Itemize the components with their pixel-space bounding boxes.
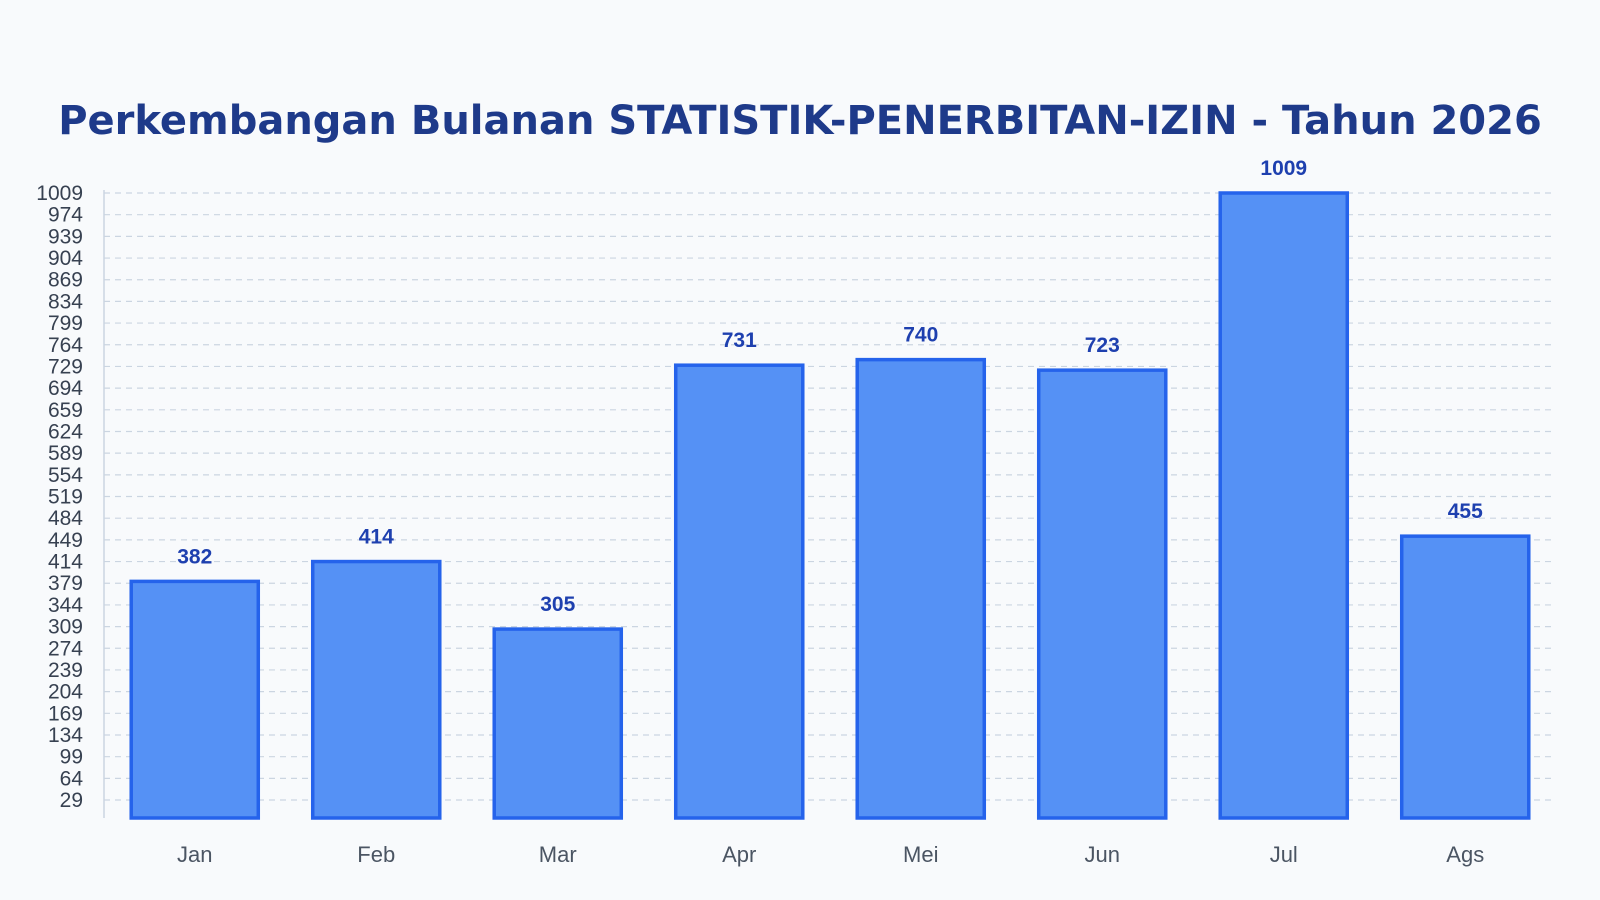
- y-tick-label: 869: [48, 269, 83, 292]
- y-tick-label: 204: [48, 681, 83, 704]
- bar-mar: [492, 627, 624, 820]
- y-tick-label: 729: [48, 355, 83, 378]
- y-tick-label: 29: [60, 789, 83, 812]
- value-label-apr: 731: [722, 329, 757, 352]
- bar-apr: [673, 363, 805, 820]
- value-label-jul: 1009: [1260, 157, 1307, 180]
- x-tick-label-feb: Feb: [357, 842, 395, 867]
- y-tick-label: 379: [48, 572, 83, 595]
- x-tick-label-apr: Apr: [722, 842, 756, 867]
- chart-title: Perkembangan Bulanan STATISTIK-PENERBITA…: [58, 98, 1542, 144]
- y-axis-ticks: 2964991341692042392743093443794144494845…: [36, 182, 83, 812]
- y-tick-label: 519: [48, 486, 83, 509]
- y-tick-label: 414: [48, 551, 83, 574]
- y-tick-label: 659: [48, 399, 83, 422]
- x-tick-label-jul: Jul: [1270, 842, 1298, 867]
- y-tick-label: 484: [48, 507, 83, 530]
- y-tick-label: 799: [48, 312, 83, 335]
- x-tick-label-ags: Ags: [1446, 842, 1484, 867]
- y-tick-label: 974: [48, 204, 83, 227]
- y-tick-label: 64: [60, 767, 84, 790]
- x-tick-label-jan: Jan: [177, 842, 212, 867]
- y-tick-label: 344: [48, 594, 83, 617]
- value-label-mei: 740: [903, 324, 938, 347]
- y-tick-label: 624: [48, 420, 83, 443]
- bar-feb: [310, 559, 442, 820]
- y-tick-label: 1009: [36, 182, 83, 205]
- value-label-jun: 723: [1085, 334, 1120, 357]
- x-axis-ticks: Jan Feb Mar Apr Mei Jun Jul Ags: [177, 842, 1484, 867]
- bar-jul: [1218, 191, 1350, 820]
- value-label-feb: 414: [359, 526, 394, 549]
- bars: [129, 191, 1531, 820]
- value-labels: 382 414 305 731 740 723 1009 455: [177, 157, 1483, 616]
- bar-mei: [855, 357, 987, 820]
- y-tick-label: 134: [48, 724, 83, 747]
- x-tick-label-mar: Mar: [539, 842, 577, 867]
- y-tick-label: 239: [48, 659, 83, 682]
- y-tick-label: 99: [60, 746, 83, 769]
- bar-jun: [1036, 368, 1168, 820]
- y-tick-label: 694: [48, 377, 83, 400]
- y-tick-label: 449: [48, 529, 83, 552]
- bar-jan: [129, 579, 261, 820]
- y-tick-label: 274: [48, 637, 83, 660]
- y-tick-label: 554: [48, 464, 83, 487]
- y-tick-label: 764: [48, 334, 83, 357]
- bar-ags: [1399, 534, 1531, 820]
- y-tick-label: 589: [48, 442, 83, 465]
- value-label-ags: 455: [1448, 500, 1483, 523]
- y-tick-label: 939: [48, 225, 83, 248]
- value-label-mar: 305: [540, 593, 575, 616]
- y-tick-label: 169: [48, 702, 83, 725]
- y-tick-label: 834: [48, 290, 83, 313]
- y-tick-label: 309: [48, 616, 83, 639]
- x-tick-label-jun: Jun: [1085, 842, 1120, 867]
- value-label-jan: 382: [177, 545, 212, 568]
- y-tick-label: 904: [48, 247, 83, 270]
- x-tick-label-mei: Mei: [903, 842, 938, 867]
